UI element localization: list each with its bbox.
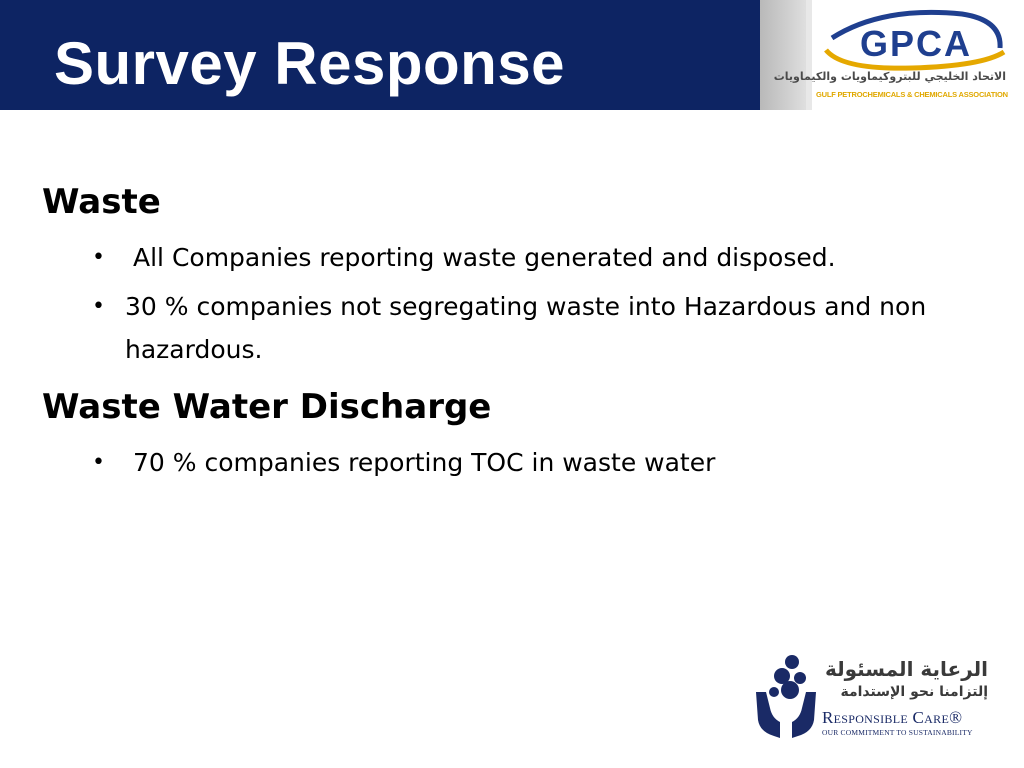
bullet-item: 70 % companies reporting TOC in waste wa… <box>133 448 716 477</box>
bullet-icon: • <box>92 245 105 270</box>
section-heading-waste: Waste <box>42 182 161 222</box>
bullet-item: 30 % companies not segregating waste int… <box>125 292 927 321</box>
header-accent-strip <box>760 0 812 110</box>
rc-arabic-name: الرعاية المسئولة <box>824 657 988 681</box>
header-bar <box>0 0 762 110</box>
bullet-item: All Companies reporting waste generated … <box>133 243 836 272</box>
gpca-arabic-name: الاتحاد الخليجي للبتروكيماويات والكيماوي… <box>773 70 1006 83</box>
page-title: Survey Response <box>54 30 566 97</box>
bullet-icon: • <box>92 450 105 475</box>
rc-english-tagline: OUR COMMITMENT TO SUSTAINABILITY <box>822 728 973 737</box>
bullet-item-continuation: hazardous. <box>125 335 263 364</box>
section-heading-waste-water: Waste Water Discharge <box>42 387 492 427</box>
svg-text:GPCA: GPCA <box>860 23 972 64</box>
rc-arabic-tagline: إلتزامنا نحو الإستدامة <box>840 684 988 700</box>
hands-molecule-icon <box>756 655 816 738</box>
bullet-icon: • <box>92 294 105 319</box>
rc-english-name: Responsible Care® <box>822 708 963 727</box>
gpca-english-name: GULF PETROCHEMICALS & CHEMICALS ASSOCIAT… <box>816 90 1008 99</box>
gpca-logo-icon: GPCA <box>824 9 1006 71</box>
